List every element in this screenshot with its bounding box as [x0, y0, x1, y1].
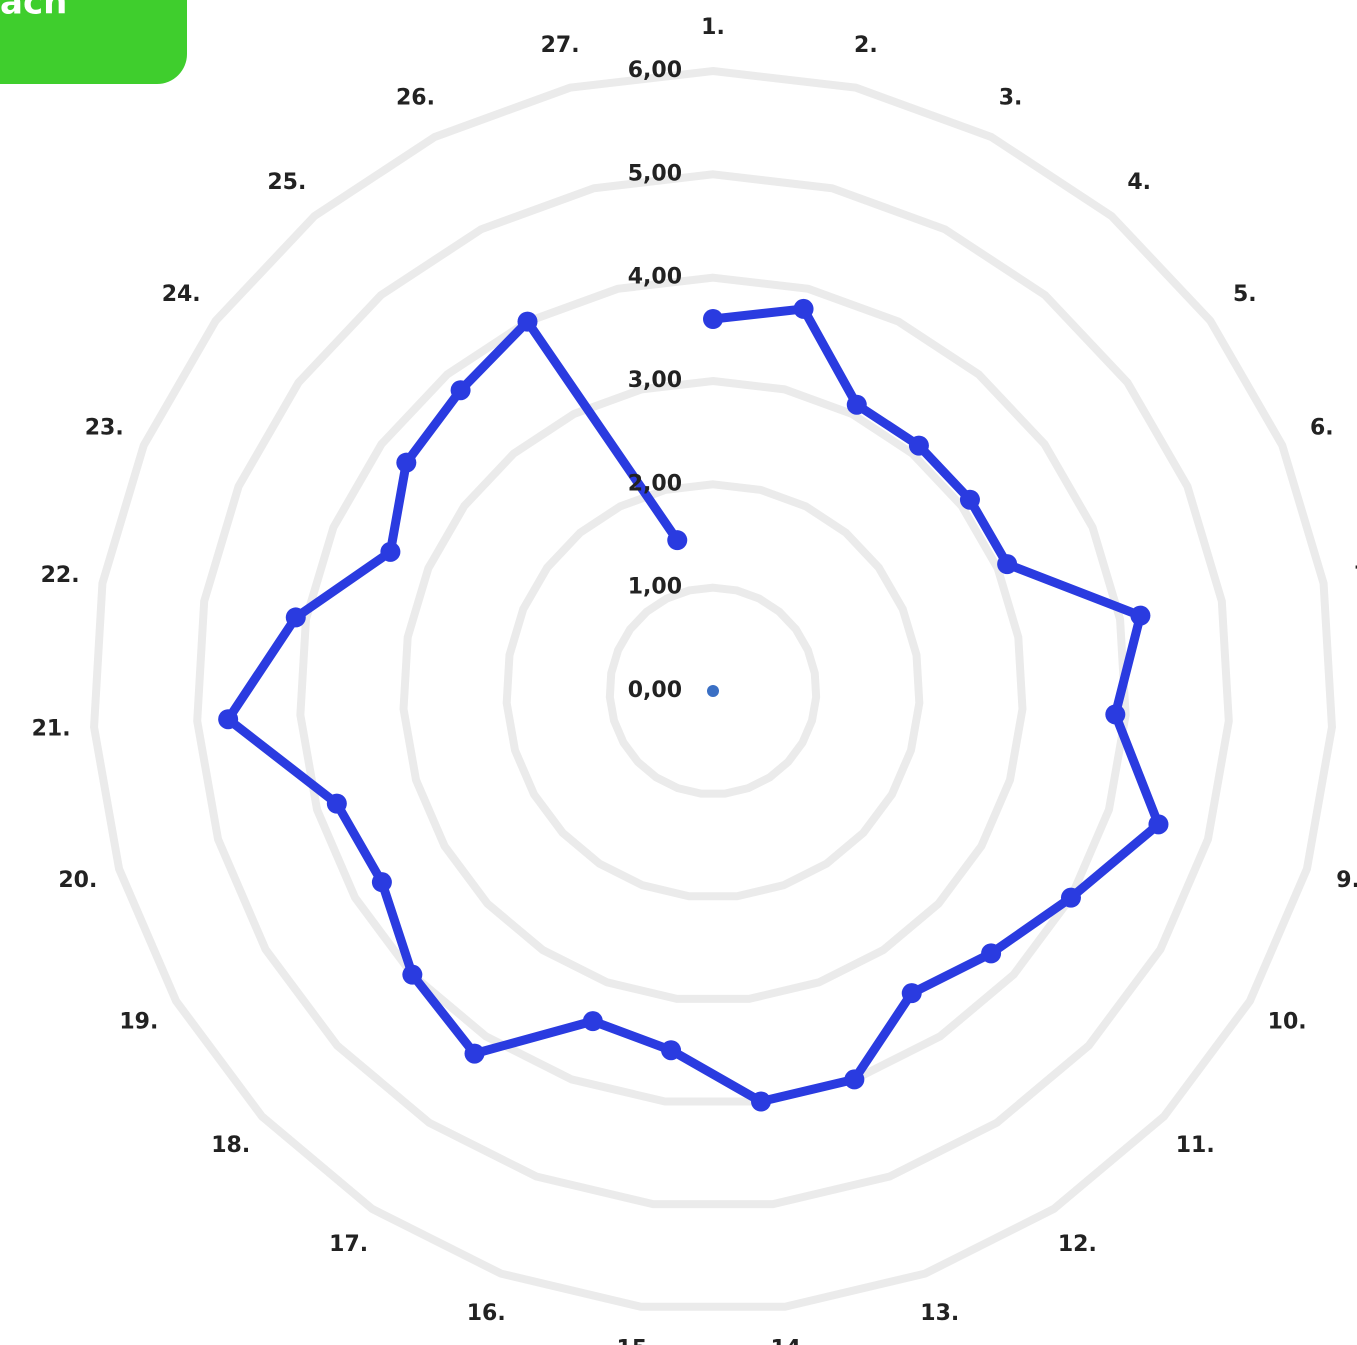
center-dot: [707, 685, 719, 697]
data-point: [582, 1011, 603, 1032]
axis-label: 19.: [119, 1010, 158, 1035]
axis-label: 21.: [32, 717, 71, 742]
y-tick-label: 5,00: [628, 161, 682, 186]
axis-label: 7.: [1354, 563, 1357, 588]
axis-label: 23.: [85, 415, 124, 440]
axis-label: 2.: [854, 33, 878, 58]
data-point: [464, 1043, 485, 1064]
axis-label: 27.: [541, 33, 580, 58]
y-tick-label: 4,00: [628, 265, 682, 290]
axis-label: 4.: [1127, 170, 1151, 195]
y-tick-label: 6,00: [628, 58, 682, 83]
data-point: [846, 394, 867, 415]
axis-label: 14.: [770, 1337, 809, 1345]
axis-label: 24.: [162, 282, 201, 307]
data-point: [402, 964, 423, 985]
axis-label: 6.: [1310, 415, 1334, 440]
axis-label: 22.: [41, 563, 80, 588]
data-point: [908, 435, 929, 456]
nav-button-label[interactable]: ach: [0, 0, 67, 23]
data-point: [326, 793, 347, 814]
data-point: [661, 1040, 682, 1061]
y-tick-label: 0,00: [628, 678, 682, 703]
data-point: [396, 452, 417, 473]
data-point: [1148, 814, 1169, 835]
grid-ring: [502, 480, 924, 901]
y-tick-label: 3,00: [628, 368, 682, 393]
data-point: [1105, 704, 1126, 725]
data-point: [844, 1069, 865, 1090]
grid-ring: [90, 66, 1336, 1311]
axis-label: 25.: [267, 170, 306, 195]
y-tick-label: 1,00: [628, 575, 682, 600]
axis-label: 18.: [211, 1133, 250, 1158]
axis-label: 16.: [467, 1301, 506, 1326]
data-point: [901, 983, 922, 1004]
axis-label: 15.: [617, 1337, 656, 1345]
data-point: [1130, 605, 1151, 626]
data-point: [517, 311, 538, 332]
data-point: [959, 489, 980, 510]
data-point: [285, 607, 306, 628]
data-point: [981, 943, 1002, 964]
data-point: [1060, 887, 1081, 908]
axis-label: 11.: [1176, 1133, 1215, 1158]
grid-ring: [193, 170, 1233, 1209]
y-tick-label: 2,00: [628, 471, 682, 496]
axis-label: 12.: [1058, 1232, 1097, 1257]
axis-label: 9.: [1336, 868, 1357, 893]
data-point: [750, 1091, 771, 1112]
grid-ring: [296, 273, 1130, 1106]
data-point: [997, 554, 1018, 575]
data-point: [667, 530, 688, 551]
grid-ring: [399, 376, 1027, 1003]
axis-label: 20.: [58, 868, 97, 893]
data-point: [380, 541, 401, 562]
grid-ring: [605, 583, 821, 798]
axis-label: 1.: [701, 15, 725, 40]
axis-label: 17.: [329, 1232, 368, 1257]
axis-label: 5.: [1233, 282, 1257, 307]
data-point: [218, 709, 239, 730]
axis-label: 26.: [396, 86, 435, 111]
data-point: [371, 872, 392, 893]
axis-label: 13.: [920, 1301, 959, 1326]
data-point: [703, 309, 723, 329]
nav-button[interactable]: [0, 0, 187, 84]
axis-label: 3.: [999, 86, 1023, 111]
data-point: [450, 380, 471, 401]
axis-label: 10.: [1268, 1010, 1307, 1035]
data-point: [793, 298, 814, 319]
